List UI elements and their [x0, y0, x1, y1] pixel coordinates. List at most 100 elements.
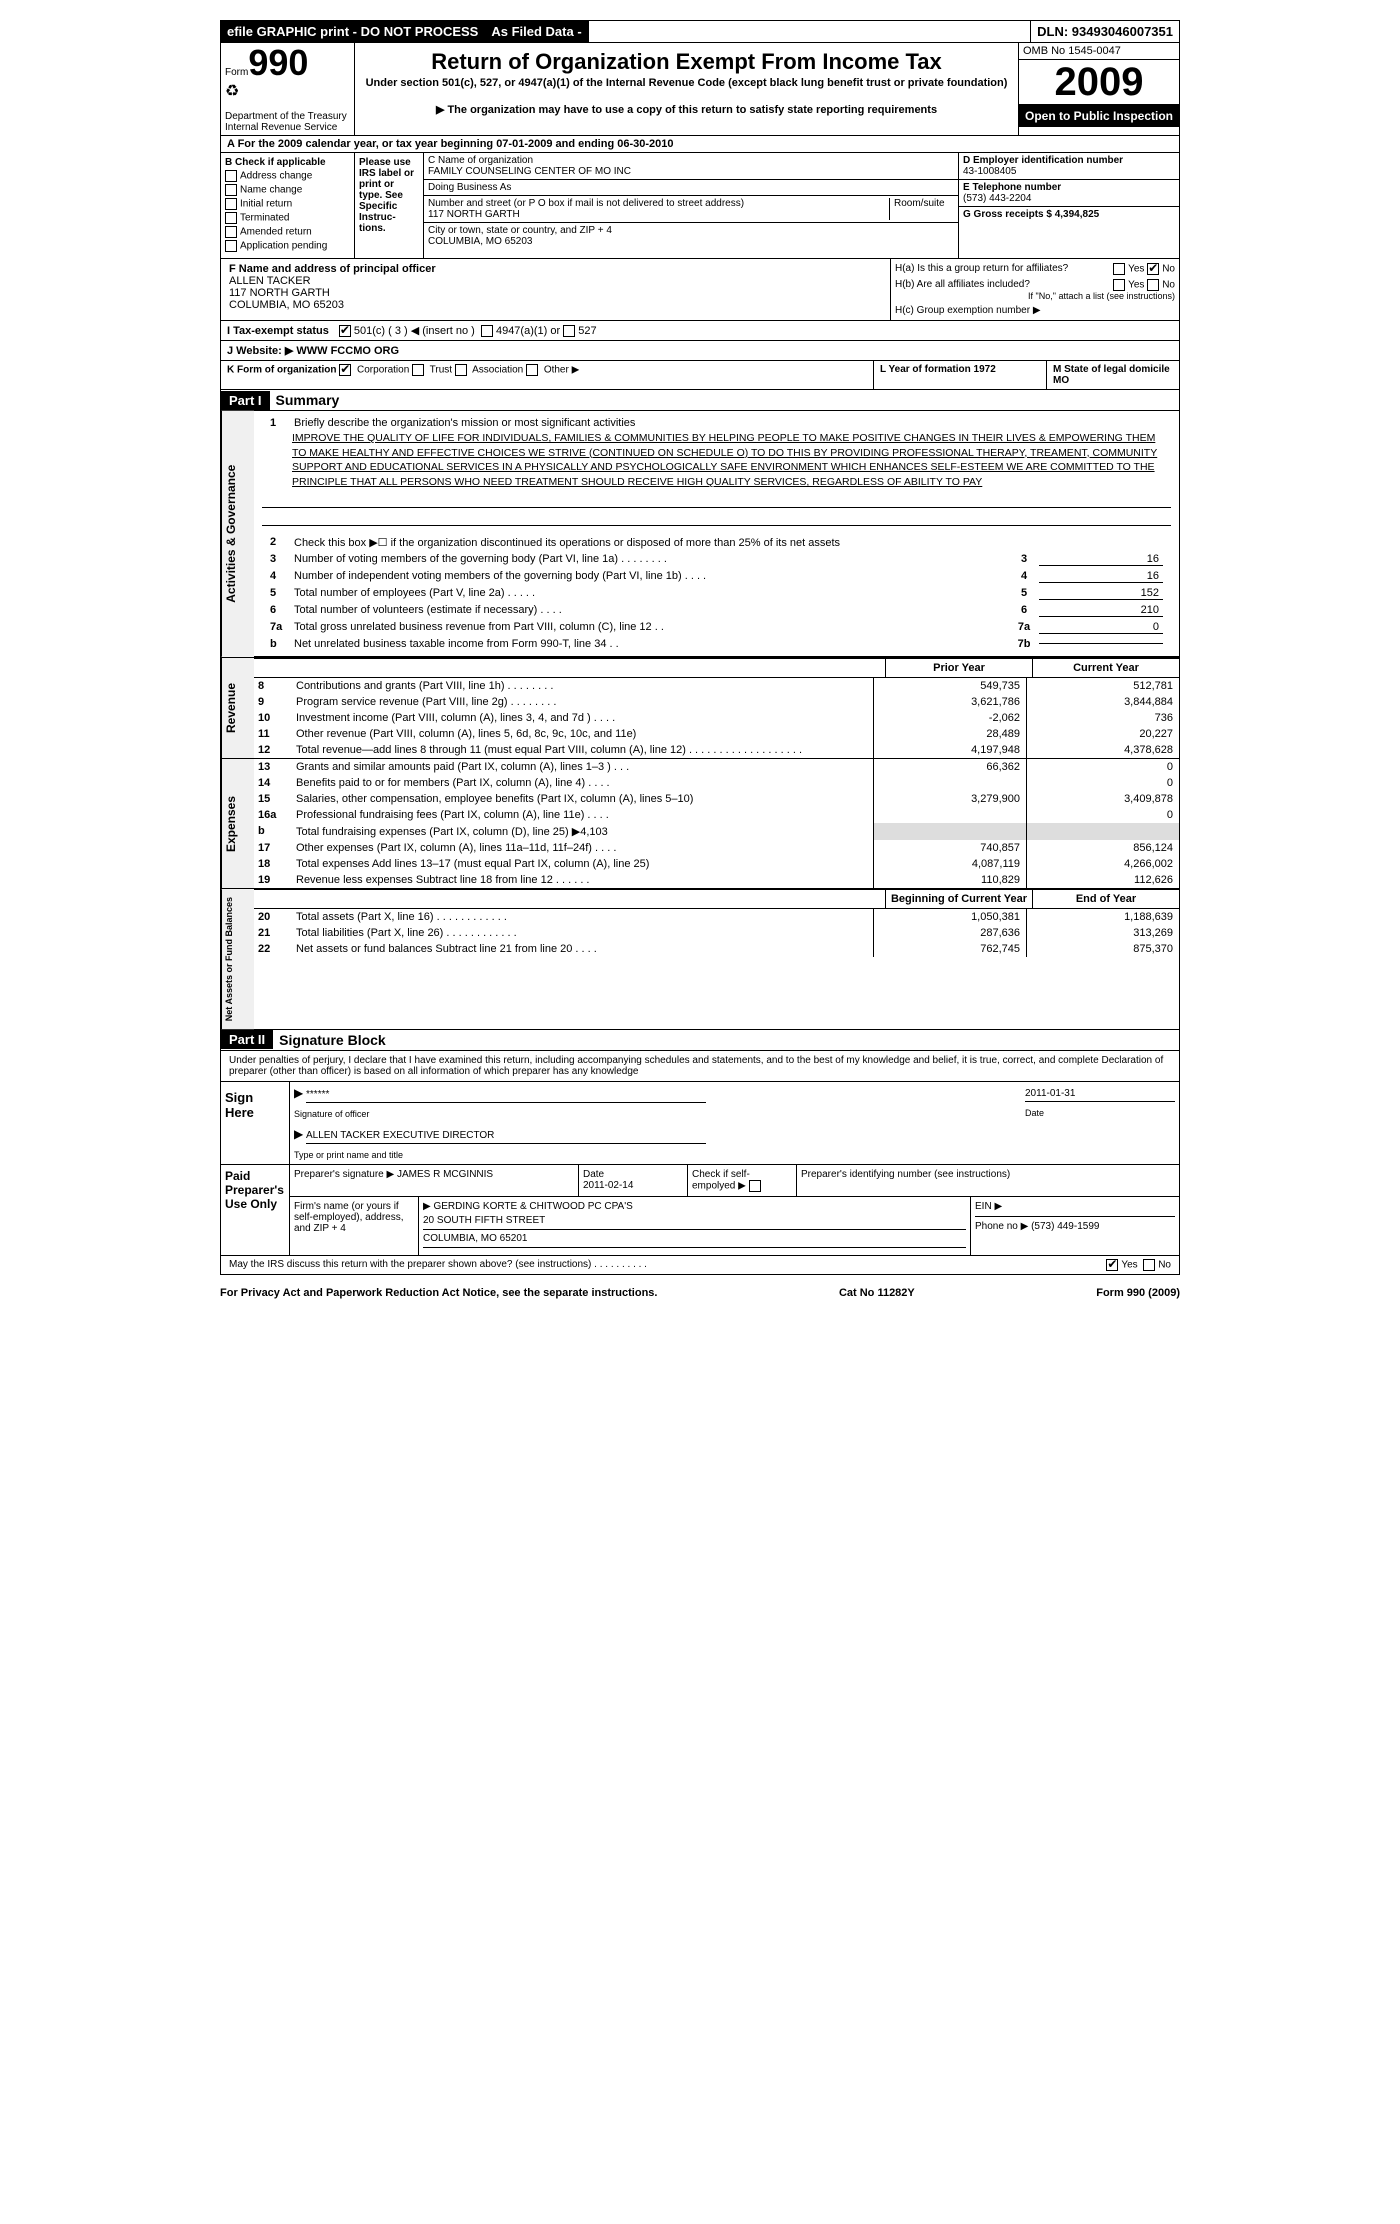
form-ref: Form 990 (2009)	[1096, 1287, 1180, 1299]
line1-label: Briefly describe the organization's miss…	[294, 417, 1163, 429]
hb-note: If "No," attach a list (see instructions…	[895, 291, 1175, 301]
signature-block: Under penalties of perjury, I declare th…	[220, 1051, 1180, 1275]
recycle-icon: ♻	[225, 81, 350, 101]
street: 117 NORTH GARTH	[428, 209, 889, 220]
phone: (573) 443-2204	[963, 193, 1175, 204]
year-formation: L Year of formation 1972	[880, 364, 996, 375]
cb-address[interactable]: Address change	[225, 170, 350, 182]
ein-label: D Employer identification number	[963, 155, 1175, 166]
phone-label: E Telephone number	[963, 182, 1175, 193]
revenue-section: Revenue Prior Year Current Year 8Contrib…	[220, 658, 1180, 759]
part1-header: Part I Summary	[220, 390, 1180, 411]
end-year-header: End of Year	[1032, 890, 1179, 908]
cb-527[interactable]	[563, 325, 575, 337]
cb-501c[interactable]	[339, 325, 351, 337]
please-col: Please use IRS label or print or type. S…	[355, 153, 424, 258]
cb-amended[interactable]: Amended return	[225, 226, 350, 238]
hc-label: H(c) Group exemption number ▶	[895, 305, 1175, 316]
mission: IMPROVE THE QUALITY OF LIFE FOR INDIVIDU…	[262, 431, 1171, 490]
b-title: B Check if applicable	[225, 157, 350, 168]
netassets-section: Net Assets or Fund Balances Beginning of…	[220, 889, 1180, 1030]
row-a-period: A For the 2009 calendar year, or tax yea…	[220, 136, 1180, 153]
part2-title: Signature Block	[273, 1030, 392, 1050]
line-10: 10Investment income (Part VIII, column (…	[254, 710, 1179, 726]
line-11: 11Other revenue (Part VIII, column (A), …	[254, 726, 1179, 742]
officer-city: COLUMBIA, MO 65203	[229, 299, 882, 311]
begin-year-header: Beginning of Current Year	[885, 890, 1032, 908]
section-bcd: B Check if applicable Address change Nam…	[220, 153, 1180, 259]
state-domicile: M State of legal domicile MO	[1053, 364, 1170, 386]
line-13: 13Grants and similar amounts paid (Part …	[254, 759, 1179, 775]
cb-initial[interactable]: Initial return	[225, 198, 350, 210]
cat-no: Cat No 11282Y	[839, 1287, 915, 1299]
line-15: 15Salaries, other compensation, employee…	[254, 791, 1179, 807]
discuss-no[interactable]	[1143, 1259, 1155, 1271]
cb-name[interactable]: Name change	[225, 184, 350, 196]
gov-line-4: 4Number of independent voting members of…	[262, 568, 1171, 585]
gov-line-3: 3Number of voting members of the governi…	[262, 551, 1171, 568]
line2: Check this box ▶☐ if the organization di…	[294, 536, 1163, 549]
line-9: 9Program service revenue (Part VIII, lin…	[254, 694, 1179, 710]
tax-year: 2009	[1019, 60, 1179, 105]
line-16a: 16aProfessional fundraising fees (Part I…	[254, 807, 1179, 823]
cb-other[interactable]	[526, 364, 538, 376]
form-number: 990	[248, 45, 308, 81]
sig-officer-label: Signature of officer	[294, 1109, 985, 1119]
section-fh: F Name and address of principal officer …	[220, 259, 1180, 321]
line-18: 18Total expenses Add lines 13–17 (must e…	[254, 856, 1179, 872]
org-name: FAMILY COUNSELING CENTER OF MO INC	[428, 166, 954, 177]
line-k: K Form of organization Corporation Trust…	[220, 361, 1180, 390]
part1-title: Summary	[270, 390, 346, 410]
header: Form 990 ♻ Department of the Treasury In…	[220, 43, 1180, 136]
cb-assoc[interactable]	[455, 364, 467, 376]
form-label: Form	[225, 67, 248, 78]
efile-notice: efile GRAPHIC print - DO NOT PROCESS	[221, 21, 485, 42]
form-990: efile GRAPHIC print - DO NOT PROCESS As …	[220, 20, 1180, 1299]
line-12: 12Total revenue—add lines 8 through 11 (…	[254, 742, 1179, 758]
section-f: F Name and address of principal officer …	[221, 259, 890, 320]
dln: DLN: 93493046007351	[1031, 21, 1179, 42]
officer-print: ALLEN TACKER EXECUTIVE DIRECTOR	[306, 1130, 494, 1141]
firm-phone: Phone no ▶ (573) 449-1599	[975, 1217, 1175, 1232]
header-center: Return of Organization Exempt From Incom…	[355, 43, 1018, 135]
preparer-name: JAMES R MCGINNIS	[397, 1169, 493, 1180]
hb-label: H(b) Are all affiliates included?	[895, 279, 1030, 291]
line-14: 14Benefits paid to or for members (Part …	[254, 775, 1179, 791]
gov-line-6: 6Total number of volunteers (estimate if…	[262, 602, 1171, 619]
cb-corp[interactable]	[339, 364, 351, 376]
line-22: 22Net assets or fund balances Subtract l…	[254, 941, 1179, 957]
ein: 43-1008405	[963, 166, 1175, 177]
line-i: I Tax-exempt status 501(c) ( 3 ) ◀ (inse…	[220, 321, 1180, 341]
city: COLUMBIA, MO 65203	[428, 236, 954, 247]
top-bar: efile GRAPHIC print - DO NOT PROCESS As …	[220, 20, 1180, 43]
cb-terminated[interactable]: Terminated	[225, 212, 350, 224]
perjury-text: Under penalties of perjury, I declare th…	[221, 1051, 1179, 1082]
expenses-section: Expenses 13Grants and similar amounts pa…	[220, 759, 1180, 889]
firm-city: COLUMBIA, MO 65201	[423, 1233, 527, 1244]
gross-receipts: G Gross receipts $ 4,394,825	[963, 209, 1175, 220]
street-label: Number and street (or P O box if mail is…	[428, 198, 889, 209]
ha-label: H(a) Is this a group return for affiliat…	[895, 263, 1113, 275]
officer-name: ALLEN TACKER	[229, 275, 882, 287]
discuss-yes[interactable]	[1106, 1259, 1118, 1271]
firm-name: GERDING KORTE & CHITWOOD PC CPA'S	[433, 1201, 632, 1212]
ptin-label: Preparer's identifying number (see instr…	[797, 1165, 1179, 1196]
line-17: 17Other expenses (Part IX, column (A), l…	[254, 840, 1179, 856]
cb-pending[interactable]: Application pending	[225, 240, 350, 252]
irs-label: Internal Revenue Service	[225, 122, 350, 133]
part2-label: Part II	[221, 1030, 273, 1049]
cb-trust[interactable]	[412, 364, 424, 376]
section-d: D Employer identification number 43-1008…	[958, 153, 1179, 258]
as-filed: As Filed Data -	[485, 21, 588, 42]
cb-4947[interactable]	[481, 325, 493, 337]
line-19: 19Revenue less expenses Subtract line 18…	[254, 872, 1179, 888]
line-j: J Website: ▶ WWW FCCMO ORG	[220, 341, 1180, 361]
preparer-section: Paid Preparer's Use Only Preparer's sign…	[221, 1164, 1179, 1255]
prior-year-header: Prior Year	[885, 659, 1032, 677]
form-subtitle: Under section 501(c), 527, or 4947(a)(1)…	[359, 77, 1014, 89]
firm-label: Firm's name (or yours if self-employed),…	[290, 1197, 419, 1255]
current-year-header: Current Year	[1032, 659, 1179, 677]
f-label: F Name and address of principal officer	[229, 263, 882, 275]
part2-header: Part II Signature Block	[220, 1030, 1180, 1051]
gov-line-7a: 7aTotal gross unrelated business revenue…	[262, 619, 1171, 636]
